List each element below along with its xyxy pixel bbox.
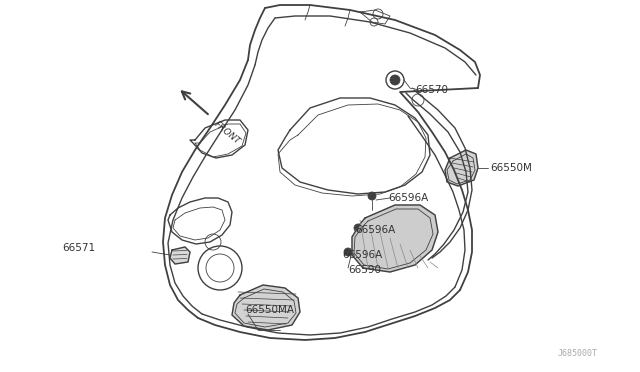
Polygon shape — [232, 285, 300, 330]
Text: 66596A: 66596A — [342, 250, 382, 260]
Text: J685000T: J685000T — [558, 349, 598, 358]
Text: FRONT: FRONT — [212, 120, 241, 147]
Circle shape — [354, 224, 362, 232]
Circle shape — [390, 75, 400, 85]
Text: 66570: 66570 — [415, 85, 448, 95]
Polygon shape — [170, 247, 190, 264]
Text: 66550M: 66550M — [490, 163, 532, 173]
Polygon shape — [352, 205, 438, 272]
Circle shape — [344, 248, 352, 256]
Text: 66596A: 66596A — [355, 225, 396, 235]
Text: 66590: 66590 — [348, 265, 381, 275]
Text: 66596A: 66596A — [388, 193, 428, 203]
Circle shape — [368, 192, 376, 200]
Text: 66571: 66571 — [62, 243, 95, 253]
Polygon shape — [445, 150, 478, 186]
Text: 66550MA: 66550MA — [245, 305, 294, 315]
